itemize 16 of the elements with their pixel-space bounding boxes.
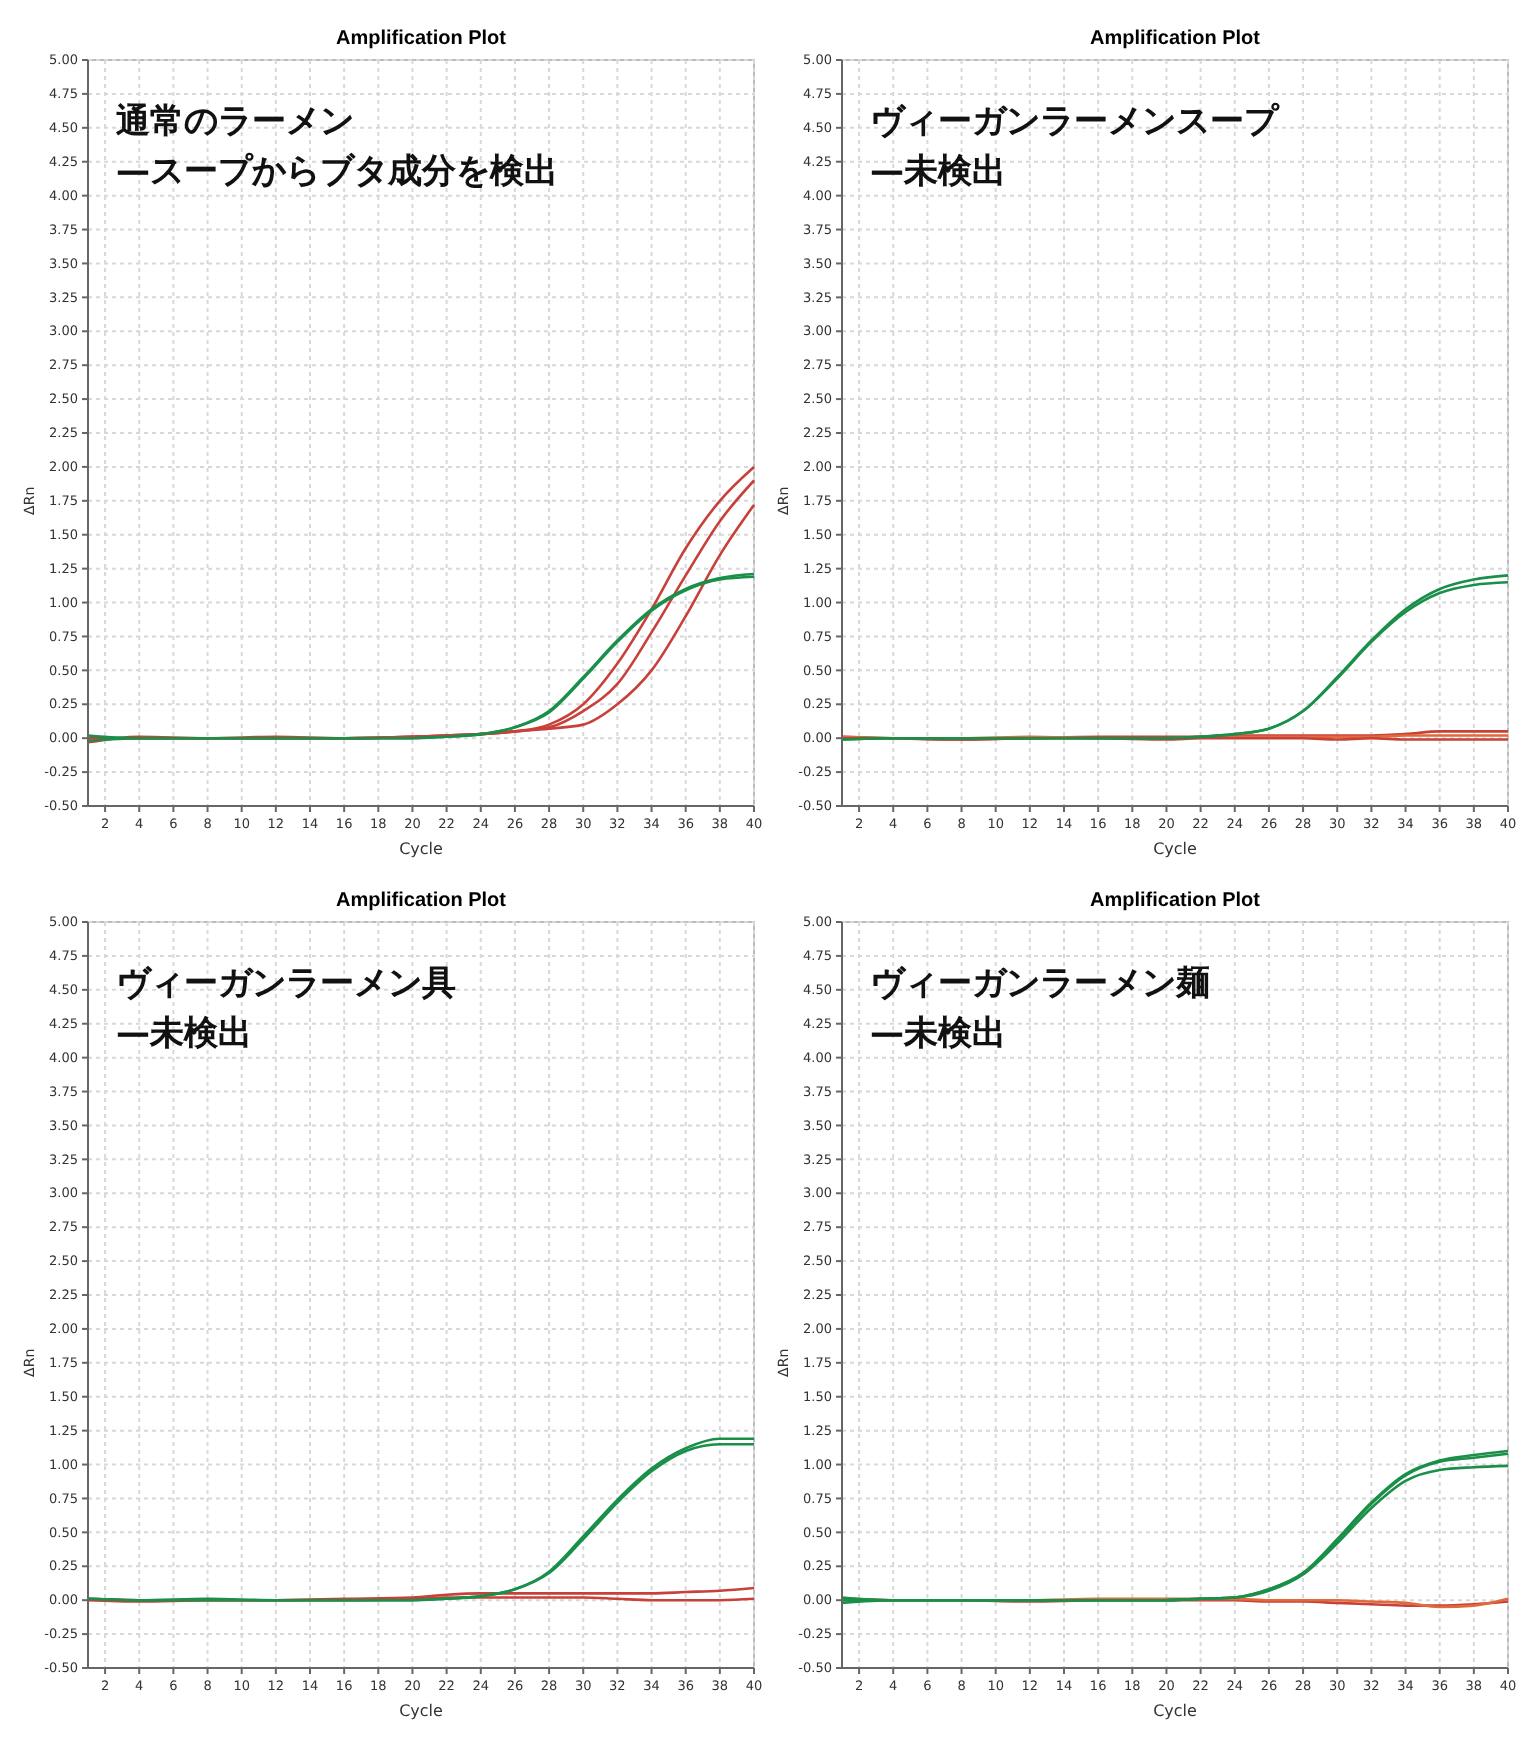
annotation: —未検出 bbox=[870, 152, 1006, 192]
annotation: ヴィーガンラーメン麺 bbox=[870, 964, 1210, 1004]
chart-title: Amplification Plot bbox=[1090, 28, 1262, 50]
chart-title: Amplification Plot bbox=[336, 890, 508, 912]
annotation: ヴィーガンラーメン具 bbox=[116, 964, 456, 1004]
chart-title: Amplification Plot bbox=[1090, 890, 1262, 912]
chart-title: Amplification Plot bbox=[336, 28, 508, 50]
annotation: —未検出 bbox=[116, 1014, 252, 1054]
annotation: —未検出 bbox=[870, 1014, 1006, 1054]
x-axis-title: Cycle bbox=[1153, 840, 1198, 858]
x-axis-title: Cycle bbox=[399, 840, 444, 858]
x-axis-title: Cycle bbox=[399, 1702, 444, 1720]
annotation: 通常のラーメン bbox=[114, 102, 354, 142]
x-axis-title: Cycle bbox=[1153, 1702, 1198, 1720]
annotation: ヴィーガンラーメンスープ bbox=[870, 102, 1280, 142]
annotation: —スープからブタ成分を検出 bbox=[116, 152, 558, 192]
